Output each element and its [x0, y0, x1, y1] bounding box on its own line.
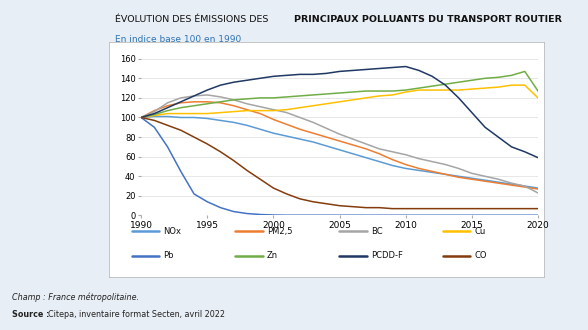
Text: En indice base 100 en 1990: En indice base 100 en 1990 [115, 35, 241, 44]
Text: Pb: Pb [163, 251, 174, 260]
Text: PRINCIPAUX POLLUANTS DU TRANSPORT ROUTIER: PRINCIPAUX POLLUANTS DU TRANSPORT ROUTIE… [294, 15, 562, 24]
Text: Source :: Source : [12, 310, 52, 319]
Text: Zn: Zn [267, 251, 278, 260]
Text: PCDD-F: PCDD-F [371, 251, 403, 260]
Text: ÉVOLUTION DES ÉMISSIONS DES: ÉVOLUTION DES ÉMISSIONS DES [115, 15, 271, 24]
Text: Citepa, inventaire format Secten, avril 2022: Citepa, inventaire format Secten, avril … [48, 310, 225, 319]
Text: Champ : France métropolitaine.: Champ : France métropolitaine. [12, 292, 139, 302]
Text: PM2,5: PM2,5 [267, 227, 293, 236]
Text: CO: CO [475, 251, 487, 260]
Text: Cu: Cu [475, 227, 486, 236]
Text: NOx: NOx [163, 227, 181, 236]
Text: BC: BC [371, 227, 382, 236]
